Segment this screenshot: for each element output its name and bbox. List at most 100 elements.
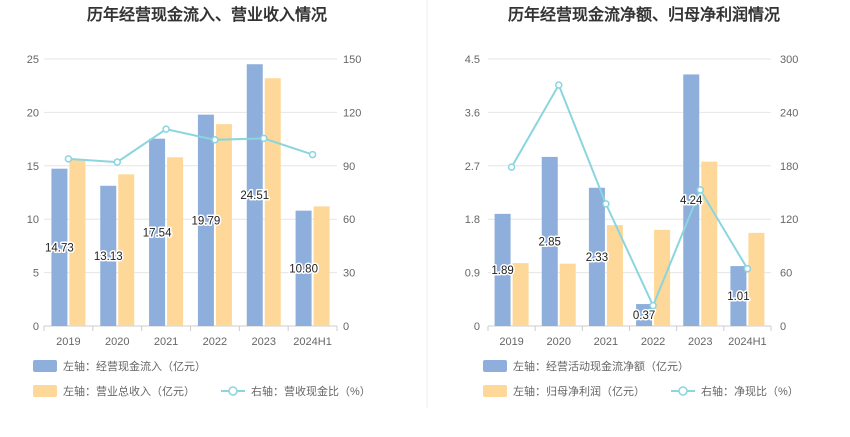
legend-swatch-secondary [33, 385, 57, 397]
category-label: 2022 [641, 336, 665, 348]
bar-secondary [215, 124, 232, 326]
ratio-point [649, 301, 657, 310]
category-label: 2022 [203, 336, 227, 348]
data-label: 2.85 [539, 236, 561, 248]
left-axis-tick-label: 0 [474, 321, 480, 333]
ratio-point [162, 125, 170, 133]
data-label: 4.24 [680, 195, 703, 207]
category-label: 2023 [688, 336, 712, 348]
legend-label: 左轴：归母净利润（亿元） [513, 384, 645, 398]
bar-primary [636, 304, 653, 326]
ratio-line [68, 128, 313, 164]
bar-primary [295, 210, 312, 326]
right-axis-tick-label: 0 [343, 321, 349, 333]
category-label: 2023 [252, 336, 276, 348]
left-axis-tick-label: 0.9 [465, 268, 480, 280]
legend-label: 左轴：经营现金流入（亿元） [63, 359, 206, 373]
right-axis-tick-label: 60 [780, 268, 792, 280]
chart-panel-1: 历年经营现金流入、营业收入情况 0 0 5 30 10 60 15 90 20 120 25 150 20… [27, 5, 371, 398]
right-axis-tick-label: 120 [343, 107, 361, 119]
bar-primary [51, 168, 68, 326]
category-label: 2020 [547, 336, 571, 348]
left-axis-tick-label: 0 [33, 321, 39, 333]
data-label: 1.89 [491, 265, 513, 277]
data-label: 24.51 [240, 190, 269, 202]
left-axis-tick-label: 15 [27, 161, 39, 173]
bar-primary [494, 213, 511, 326]
bar-secondary [69, 159, 86, 326]
ratio-point [696, 186, 704, 194]
data-label: 1.01 [727, 291, 749, 303]
right-axis-tick-label: 240 [780, 107, 798, 119]
data-label: 13.13 [94, 251, 123, 263]
ratio-point [602, 200, 610, 208]
left-axis-tick-label: 2.7 [465, 161, 480, 173]
data-label: 19.79 [192, 215, 221, 227]
bar-primary [149, 138, 166, 326]
left-axis-tick-label: 20 [27, 107, 39, 119]
data-label: 17.54 [143, 227, 172, 239]
bar-secondary [313, 206, 330, 326]
category-label: 2021 [594, 336, 618, 348]
right-axis-tick-label: 90 [343, 161, 355, 173]
data-label: 2.33 [586, 252, 608, 264]
legend-swatch-primary [33, 360, 57, 372]
bar-secondary [559, 263, 576, 326]
right-axis-tick-label: 150 [343, 54, 361, 66]
bar-primary [683, 74, 700, 326]
left-axis-tick-label: 5 [33, 268, 39, 280]
ratio-point [64, 155, 73, 163]
category-label: 2021 [154, 336, 178, 348]
legend-swatch-line-marker [228, 386, 238, 396]
right-axis-tick-label: 180 [780, 161, 798, 173]
ratio-point [211, 136, 219, 144]
bar-secondary [118, 174, 135, 326]
bar-primary [100, 185, 117, 326]
left-axis-tick-label: 25 [27, 54, 39, 66]
chart-panel-2: 历年经营现金流净额、归母净利润情况 0 0 0.9 60 1.8 120 2.7 180 3.6 2… [465, 5, 799, 398]
ratio-point [743, 264, 752, 273]
category-label: 2019 [499, 336, 523, 348]
right-axis-tick-label: 60 [343, 214, 355, 226]
legend-swatch-line-marker [678, 386, 688, 396]
ratio-line [510, 82, 749, 309]
legend-label: 左轴：营业总收入（亿元） [63, 384, 195, 398]
bar-primary [730, 266, 747, 326]
data-label: 14.73 [45, 242, 74, 254]
left-axis-tick-label: 1.8 [465, 214, 480, 226]
bar-secondary [748, 232, 765, 326]
ratio-point [260, 134, 268, 143]
category-label: 2019 [56, 336, 80, 348]
right-axis-tick-label: 300 [780, 54, 798, 66]
left-axis-tick-label: 3.6 [465, 107, 480, 119]
chart-title: 历年经营现金流入、营业收入情况 [87, 5, 327, 24]
category-label: 2024H1 [728, 336, 767, 348]
bar-secondary [701, 161, 718, 326]
bar-secondary [167, 157, 184, 326]
ratio-point [308, 150, 317, 159]
legend-label: 右轴：净现比（%） [701, 384, 799, 398]
left-axis-tick-label: 4.5 [465, 54, 480, 66]
right-axis-tick-label: 0 [780, 321, 786, 333]
bar-secondary [512, 263, 529, 326]
left-axis-tick-label: 10 [27, 214, 39, 226]
legend-swatch-primary [483, 360, 507, 372]
legend-label: 右轴：营收现金比（%） [251, 384, 371, 398]
bar-primary [541, 156, 558, 326]
legend-label: 左轴：经营活动现金流净额（亿元） [513, 359, 689, 373]
right-axis-tick-label: 30 [343, 268, 355, 280]
data-label: 0.37 [633, 310, 655, 322]
bar-primary [588, 187, 605, 326]
bar-secondary [606, 225, 623, 326]
bar-primary [197, 114, 214, 327]
right-axis-tick-label: 120 [780, 214, 798, 226]
ratio-point [555, 81, 563, 89]
ratio-point [507, 163, 516, 171]
bar-secondary [654, 229, 671, 326]
category-label: 2024H1 [293, 336, 332, 348]
ratio-point [113, 158, 121, 166]
category-label: 2020 [105, 336, 129, 348]
data-label: 10.80 [289, 263, 318, 275]
